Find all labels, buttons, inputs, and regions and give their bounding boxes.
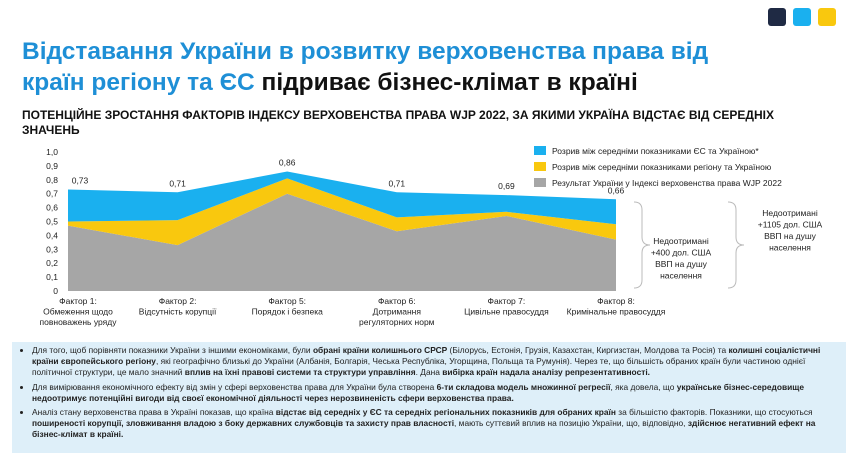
legend-swatch [534, 162, 546, 171]
note-text: , мають суттєвий вплив на позицію Україн… [454, 418, 688, 429]
total-label: 0,69 [498, 181, 515, 191]
note: Аналіз стану верховенства права в Україн… [32, 407, 836, 441]
note-text: . Дана [415, 367, 443, 378]
annotation-line: +1105 дол. США [758, 220, 823, 230]
subtitle-line: ЗНАЧЕНЬ [22, 123, 80, 137]
note-text: українське бізнес-середовище недоотримує… [32, 381, 804, 403]
annotation-line: +400 дол. США [651, 248, 712, 258]
note-text: вплив на їхні правові системи та структу… [184, 367, 416, 378]
x-tick-label: Фактор 1: Обмеження щодо повноважень уряду [40, 296, 118, 327]
legend-label: Результат України у Індексі верховенства… [552, 178, 782, 188]
x-tick-line: Обмеження щодо [43, 307, 113, 317]
annotation: Недоотримані +1105 дол. США ВВП на душу нас… [758, 208, 823, 253]
x-tick-label: Фактор 2: Відсутність корупції [139, 296, 217, 317]
x-tick-line: Фактор 5: [268, 296, 306, 306]
annotation-line: населення [769, 243, 811, 253]
slide-title: Відставання України в розвитку верховенс… [22, 36, 708, 98]
x-tick-line: Порядок і безпека [252, 307, 324, 317]
x-tick-line: регуляторних норм [359, 317, 435, 327]
note-text: 6-ти складова модель множинної регресії [436, 381, 611, 392]
subtitle: ПОТЕНЦІЙНЕ ЗРОСТАННЯ ФАКТОРІВ ІНДЕКСУ ВЕ… [22, 108, 774, 138]
x-tick-line: Фактор 1: [59, 296, 97, 306]
y-tick-label: 0,9 [46, 161, 58, 171]
y-tick-label: 1,0 [46, 147, 58, 157]
y-tick-label: 0,4 [46, 230, 58, 240]
note-text: Для того, щоб порівняти показники Україн… [32, 345, 313, 355]
brace [727, 201, 745, 289]
total-label: 0,71 [169, 178, 186, 188]
x-tick-line: Цивільне правосуддя [464, 307, 549, 317]
annotation-line: ВВП на душу [655, 259, 708, 269]
area [68, 171, 616, 225]
y-tick-label: 0,8 [46, 175, 58, 185]
total-label: 0,73 [72, 176, 89, 186]
x-tick-label: Фактор 8: Кримінальне правосуддя [567, 296, 666, 317]
x-tick-line: Фактор 8: [597, 296, 635, 306]
note-text: , яка довела, що [610, 381, 677, 392]
y-tick-label: 0,3 [46, 244, 58, 254]
chart: 0 0,1 0,2 0,3 0,4 0,5 0,6 0,7 0,8 0,9 1,0 0,73 0,71 0… [40, 8, 836, 327]
note-text: , які географічно близькі до України (Ал… [32, 356, 806, 378]
x-tick-label: Фактор 5: Порядок і безпека [252, 296, 324, 317]
y-tick-label: 0,2 [46, 258, 58, 268]
y-tick-label: 0,6 [46, 203, 58, 213]
annotation-line: ВВП на душу [764, 231, 817, 241]
x-tick-label: Фактор 6: Дотримання регуляторних норм [359, 296, 435, 327]
logo-square [793, 8, 811, 26]
legend-label: Розрив між середніми показниками ЄС та У… [552, 146, 759, 156]
area [68, 193, 616, 291]
notes-list: Для того, щоб порівняти показники Україн… [22, 345, 836, 441]
notes-box: Для того, щоб порівняти показники Україн… [12, 342, 846, 453]
brace [633, 201, 651, 289]
total-label: 0,71 [389, 178, 406, 188]
note-text: (Білорусь, Естонія, Грузія, Казахстан, К… [447, 345, 729, 355]
total-label: 0,86 [279, 157, 296, 167]
logo-square [768, 8, 786, 26]
annotation-line: Недоотримані [653, 236, 709, 246]
area [68, 178, 616, 246]
logo-square [818, 8, 836, 26]
x-tick-line: Відсутність корупції [139, 307, 217, 317]
note-text: поширеності корупції, зловживання владою… [32, 418, 455, 429]
annotation-line: населення [660, 271, 702, 281]
legend-label: Розрив між середніми показниками регіону… [552, 162, 772, 172]
x-tick-line: Дотримання [373, 307, 422, 317]
note-text: Аналіз стану верховенства права в Україн… [32, 407, 276, 418]
x-tick-line: Фактор 6: [378, 296, 416, 306]
note-text: здійснює негативний ефект на бізнес-клім… [32, 418, 816, 440]
note-text: Для вимірювання економічного ефекту від … [32, 381, 437, 392]
y-tick-label: 0,5 [46, 217, 58, 227]
note-text: відстає від середніх у ЄС та середніх ре… [275, 407, 616, 418]
note: Для вимірювання економічного ефекту від … [32, 382, 836, 404]
note-text: колишні соціалістичні країни європейсько… [32, 345, 821, 367]
legend-swatch [534, 146, 546, 155]
x-tick-line: Фактор 7: [488, 296, 526, 306]
x-tick-line: Кримінальне правосуддя [567, 307, 666, 317]
subtitle-line: ПОТЕНЦІЙНЕ ЗРОСТАННЯ ФАКТОРІВ ІНДЕКСУ ВЕ… [22, 108, 774, 122]
annotation-line: Недоотримані [762, 208, 818, 218]
note-text: вибірка країн надала аналізу репрезентат… [442, 367, 650, 378]
y-tick-label: 0 [53, 286, 58, 296]
title-part: підриває бізнес-клімат в країні [261, 69, 638, 96]
x-tick-line: Фактор 2: [159, 296, 197, 306]
title-part: країн регіону та ЄС [22, 69, 255, 96]
legend-swatch [534, 178, 546, 187]
x-tick-line: повноважень уряду [40, 317, 118, 327]
x-tick-label: Фактор 7: Цивільне правосуддя [464, 296, 549, 317]
note: Для того, щоб порівняти показники Україн… [32, 345, 836, 379]
note-text: обрані країни колишнього СРСР [312, 345, 448, 355]
annotation: Недоотримані +400 дол. США ВВП на душу насе… [651, 236, 712, 281]
total-label: 0,66 [608, 185, 625, 195]
note-text: за більшістю факторів. Показники, що сто… [615, 407, 813, 418]
y-tick-label: 0,1 [46, 272, 58, 282]
y-tick-label: 0,7 [46, 189, 58, 199]
title-part: Відставання України в розвитку верховенс… [22, 38, 709, 65]
